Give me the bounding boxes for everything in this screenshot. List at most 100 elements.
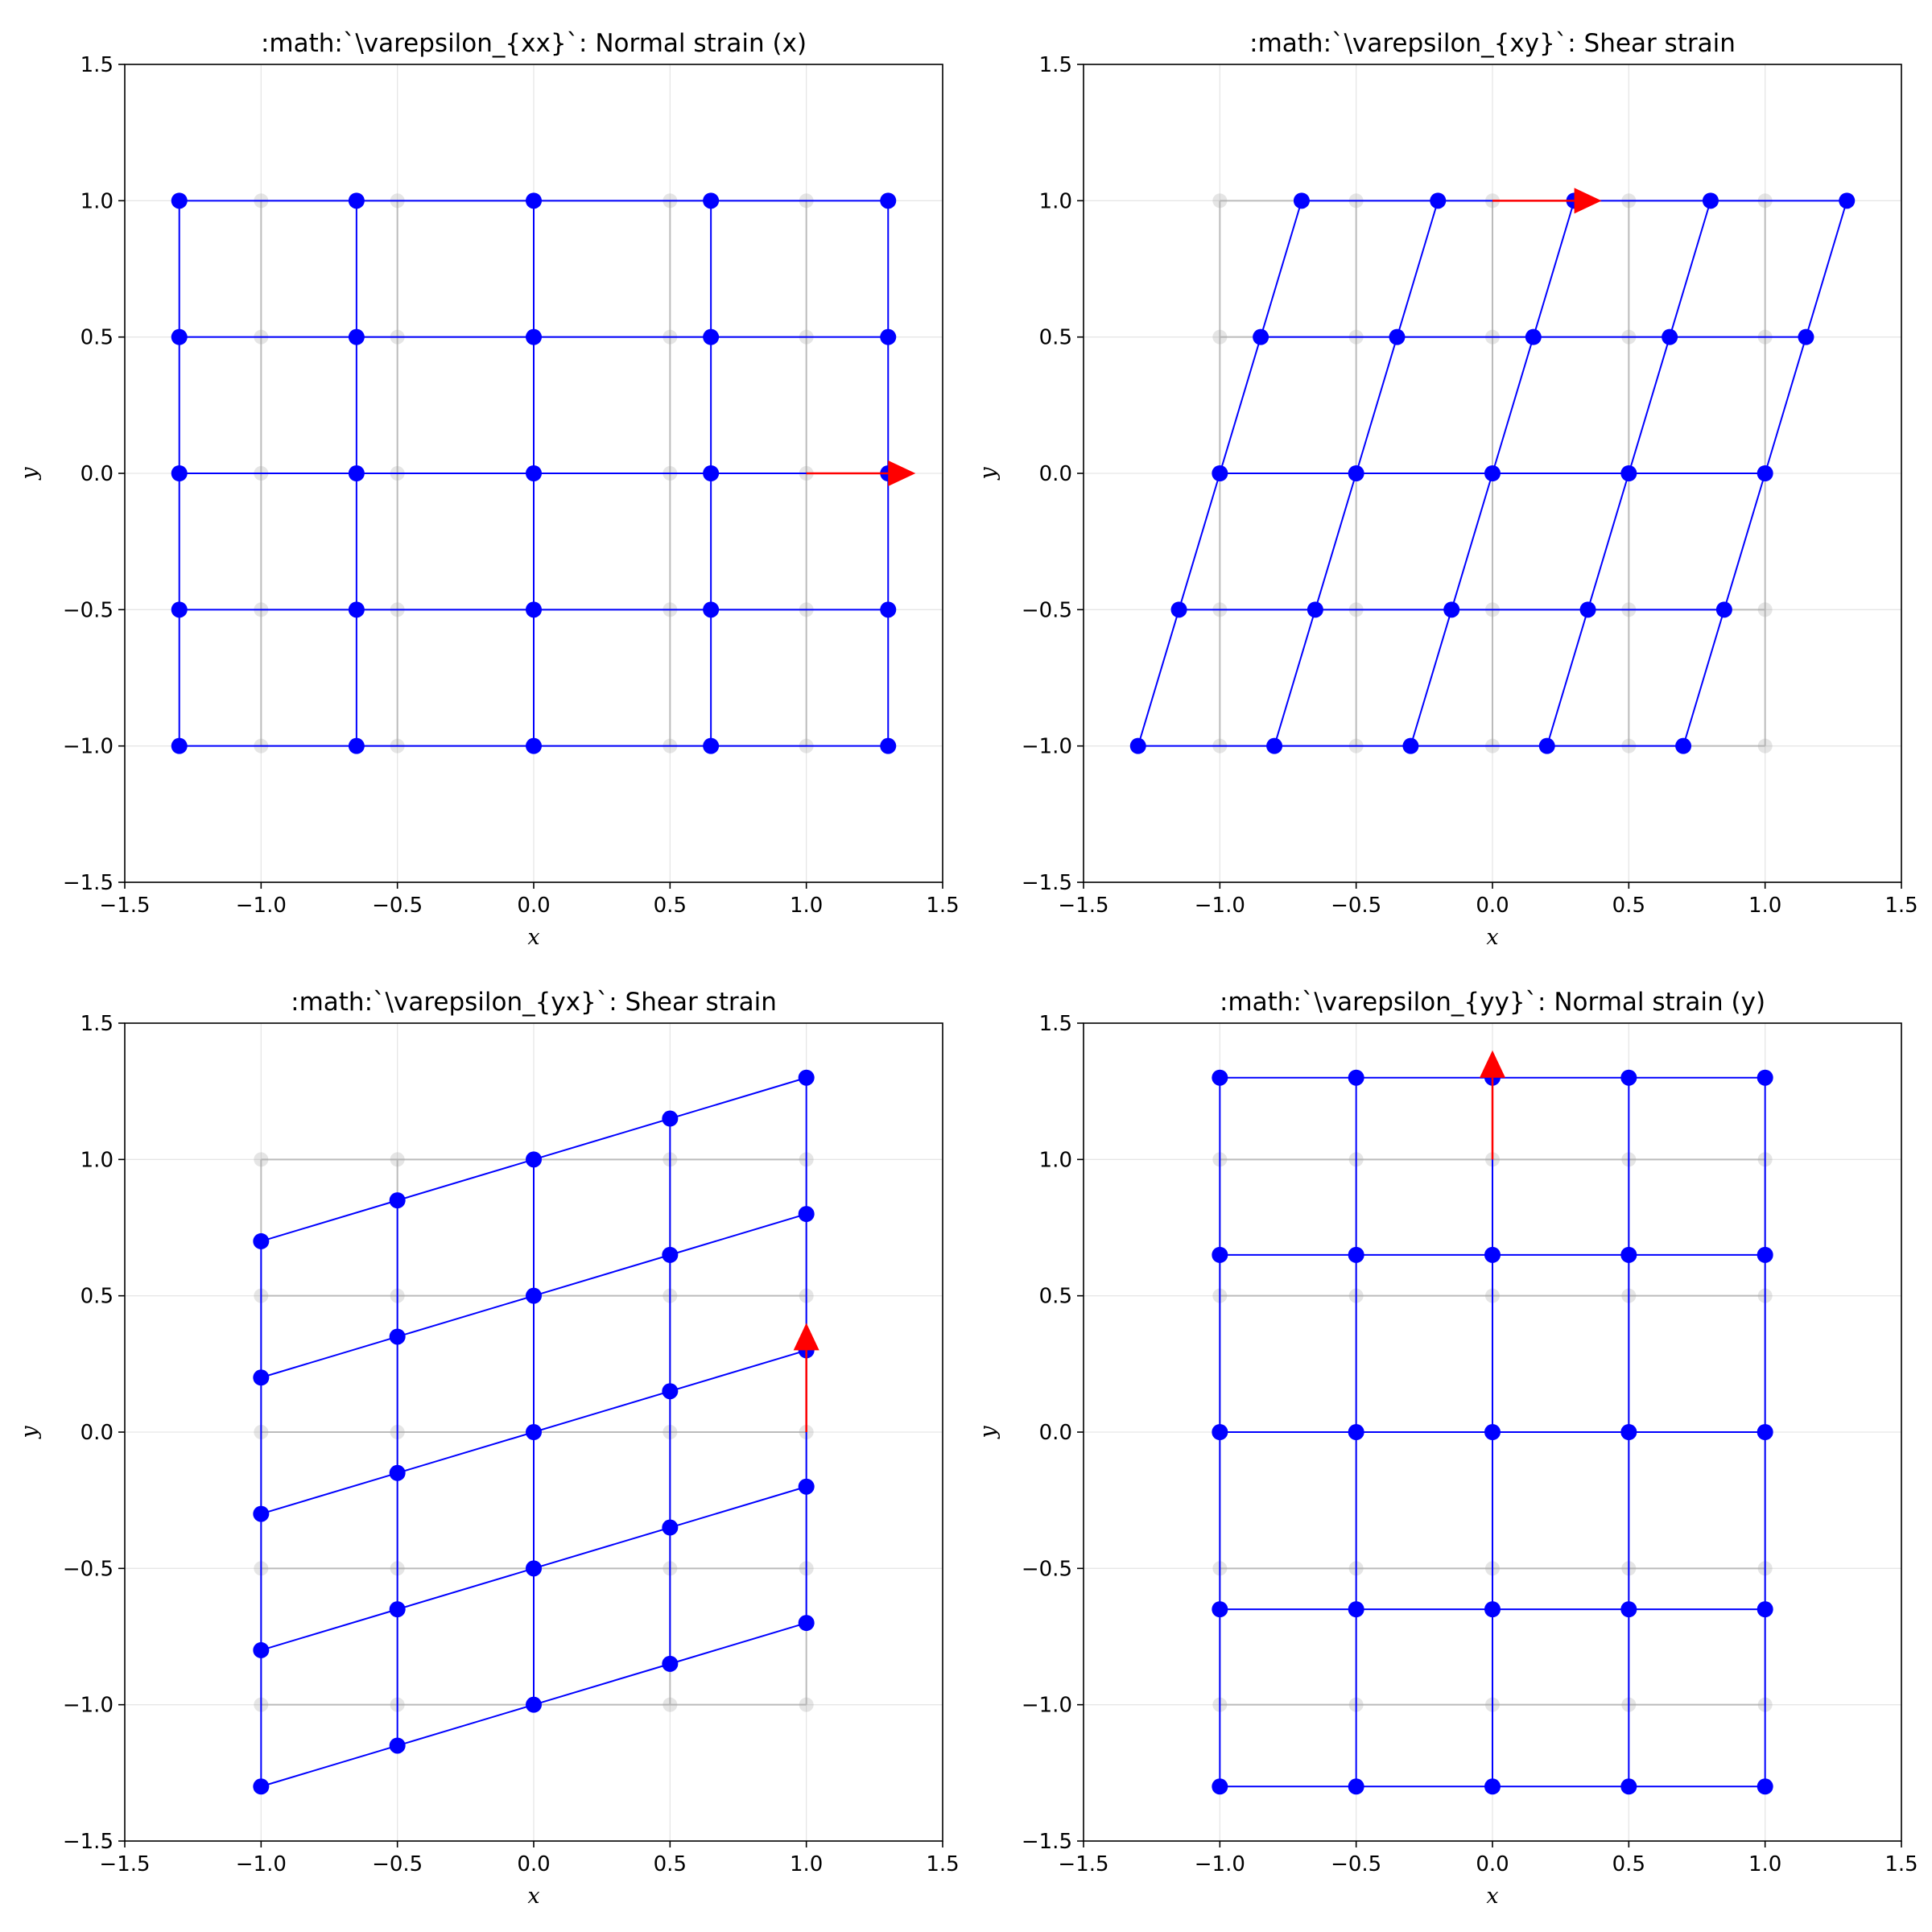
displacement-arrow-head: [793, 1323, 819, 1351]
chart-title: :math:`\varepsilon_{xx}`: Normal strain …: [261, 29, 807, 58]
deformed-grid-point: [1538, 737, 1555, 754]
deformed-grid-point: [348, 737, 365, 754]
deformed-grid-point: [1620, 1778, 1637, 1795]
original-grid-point: [1212, 193, 1228, 208]
y-tick-label: 1.5: [1039, 1012, 1072, 1036]
y-tick-label: −1.5: [1022, 1830, 1072, 1854]
x-tick-label: 0.0: [517, 1852, 550, 1876]
deformed-grid-point: [798, 1069, 815, 1086]
deformed-grid-point: [1348, 1069, 1364, 1086]
y-tick-label: 0.0: [1039, 1421, 1072, 1445]
deformed-grid-point: [1348, 1246, 1364, 1263]
deformed-grid-point: [1662, 328, 1678, 345]
deformed-grid-point: [1757, 1069, 1773, 1086]
deformed-grid-point: [253, 1505, 270, 1522]
deformed-grid-point: [171, 601, 188, 618]
x-tick-label: −1.5: [1058, 894, 1108, 918]
deformed-grid-point: [1348, 1778, 1364, 1795]
deformed-grid-point: [1757, 1424, 1773, 1440]
deformed-grid-point: [1129, 737, 1146, 754]
x-tick-label: 0.5: [1612, 894, 1645, 918]
y-tick-label: −0.5: [1022, 598, 1072, 622]
deformed-grid-point: [662, 1110, 679, 1127]
deformed-grid-point: [1293, 192, 1310, 209]
deformed-grid-point: [1525, 328, 1542, 345]
displacement-arrow-head: [888, 460, 916, 486]
y-tick-label: −0.5: [1022, 1557, 1072, 1581]
deformed-grid-point: [348, 465, 365, 481]
y-tick-label: 1.0: [1039, 189, 1072, 213]
deformed-grid-point: [389, 1601, 406, 1618]
y-tick-label: 1.0: [80, 1148, 114, 1172]
deformed-grid-point: [171, 737, 188, 754]
y-tick-label: 1.5: [1039, 53, 1072, 77]
deformed-grid-point: [1620, 1069, 1637, 1086]
deformed-grid-point: [1389, 328, 1406, 345]
x-tick-label: −1.5: [99, 1852, 150, 1876]
y-axis-label: y: [976, 1426, 1001, 1439]
y-tick-label: −0.5: [63, 1557, 114, 1581]
y-tick-label: 0.5: [1039, 1285, 1072, 1309]
deformed-grid-point: [1212, 465, 1228, 481]
deformed-grid-point: [880, 601, 897, 618]
deformed-grid-point: [798, 1478, 815, 1495]
original-grid-point: [663, 1697, 678, 1712]
deformed-grid-point: [1675, 737, 1692, 754]
deformed-grid-point: [1212, 1069, 1228, 1086]
deformed-grid-point: [798, 1615, 815, 1632]
y-tick-label: −1.0: [1022, 1694, 1072, 1718]
x-tick-label: 1.0: [1748, 1852, 1781, 1876]
deformed-grid-point: [1212, 1778, 1228, 1795]
original-grid-point: [390, 1152, 405, 1167]
deformed-grid-point: [253, 1778, 270, 1795]
deformed-grid-point: [171, 465, 188, 481]
chart-title: :math:`\varepsilon_{yx}`: Shear strain: [291, 988, 777, 1017]
x-tick-label: 0.5: [654, 894, 687, 918]
y-tick-label: 0.0: [1039, 462, 1072, 486]
deformed-grid-point: [1348, 465, 1364, 481]
original-grid-point: [254, 1152, 269, 1167]
deformed-grid-point: [1620, 1601, 1637, 1618]
deformed-grid-point: [1620, 1424, 1637, 1440]
deformed-grid-point: [1757, 1601, 1773, 1618]
deformed-grid-point: [1348, 1424, 1364, 1440]
original-grid-point: [799, 1697, 814, 1712]
displacement-arrow-head: [1480, 1050, 1505, 1078]
deformed-grid-point: [526, 1287, 542, 1304]
x-tick-label: 1.5: [926, 894, 959, 918]
y-tick-label: 1.0: [80, 189, 114, 213]
x-tick-label: −1.0: [236, 1852, 287, 1876]
x-tick-label: 0.5: [654, 1852, 687, 1876]
y-tick-label: 1.5: [80, 53, 114, 77]
deformed-grid-point: [1348, 1601, 1364, 1618]
y-tick-label: −0.5: [63, 598, 114, 622]
deformed-grid-point: [348, 601, 365, 618]
x-tick-label: 1.5: [1885, 894, 1918, 918]
deformed-grid-point: [662, 1655, 679, 1672]
deformed-grid-point: [526, 1151, 542, 1168]
displacement-arrow-head: [1574, 188, 1602, 214]
deformed-grid-point: [171, 192, 188, 209]
x-tick-label: −1.0: [236, 894, 287, 918]
deformed-grid-point: [1702, 192, 1719, 209]
x-tick-label: 1.0: [1748, 894, 1781, 918]
deformed-grid-point: [253, 1641, 270, 1658]
y-tick-label: 1.0: [1039, 1148, 1072, 1172]
deformed-grid-point: [880, 737, 897, 754]
x-axis-label: x: [527, 1884, 539, 1909]
deformed-grid-point: [662, 1519, 679, 1536]
deformed-grid-point: [703, 737, 720, 754]
deformed-grid-point: [348, 328, 365, 345]
deformed-grid-point: [389, 1192, 406, 1209]
chart-panel-4: −1.5 −1.0 −0.5 0.0 0.5 1.0 1.5 −1.5 −1.0 −0.5 0.0 0…: [976, 988, 1918, 1909]
y-axis-label: y: [17, 1426, 42, 1439]
y-tick-label: 0.5: [1039, 326, 1072, 350]
x-tick-label: −1.0: [1195, 1852, 1245, 1876]
deformed-grid-point: [1839, 192, 1856, 209]
x-tick-label: 1.5: [1885, 1852, 1918, 1876]
x-tick-label: −0.5: [1331, 894, 1381, 918]
y-tick-label: −1.0: [63, 1694, 114, 1718]
x-tick-label: 1.0: [790, 894, 823, 918]
deformed-grid-point: [1430, 192, 1447, 209]
